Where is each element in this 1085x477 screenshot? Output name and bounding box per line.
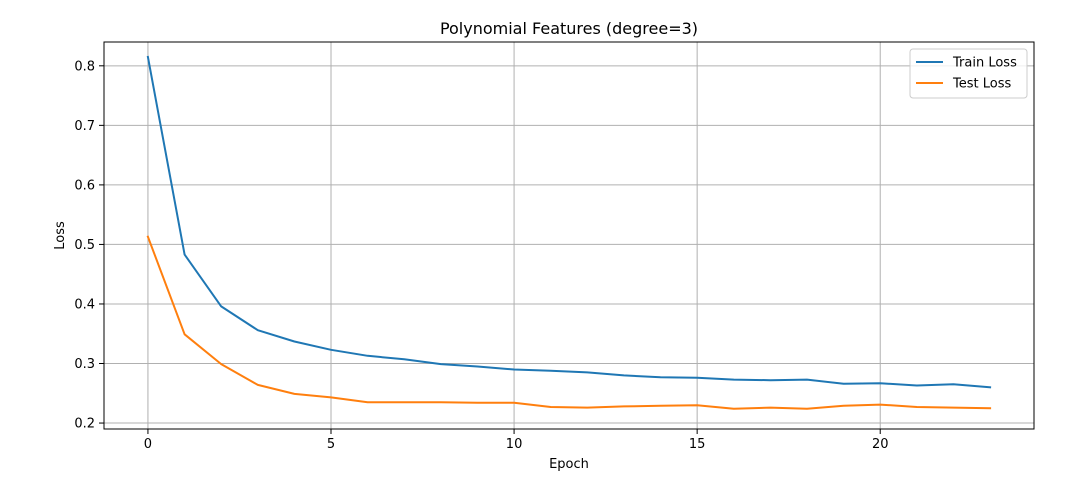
plot-area-frame — [103, 41, 1035, 430]
legend-label: Test Loss — [952, 77, 1011, 92]
x-tick-label: 5 — [327, 437, 335, 452]
x-tick-label: 0 — [144, 437, 152, 452]
series-line-train-loss — [146, 55, 992, 389]
chart-title: Polynomial Features (degree=3) — [440, 19, 698, 38]
y-tick-label: 0.5 — [74, 238, 95, 253]
series-lines — [146, 55, 992, 410]
x-axis-ticks: 0 5 10 15 20 — [144, 429, 889, 452]
x-tick-label: 10 — [506, 437, 523, 452]
x-tick-label: 15 — [689, 437, 706, 452]
y-axis-label: Loss — [53, 221, 68, 250]
grid — [104, 42, 1034, 429]
y-tick-label: 0.2 — [74, 417, 95, 432]
y-tick-label: 0.4 — [74, 297, 95, 312]
legend: Train Loss Test Loss — [909, 48, 1028, 99]
y-tick-label: 0.7 — [74, 119, 95, 134]
legend-label: Train Loss — [952, 56, 1017, 71]
x-axis-label: Epoch — [549, 457, 589, 472]
y-tick-label: 0.3 — [74, 357, 95, 372]
y-tick-label: 0.6 — [74, 178, 95, 193]
series-line-test-loss — [146, 235, 992, 410]
y-axis-ticks: 0.2 0.3 0.4 0.5 0.6 0.7 0.8 — [74, 59, 104, 432]
x-tick-label: 20 — [872, 437, 889, 452]
y-tick-label: 0.8 — [74, 59, 95, 74]
